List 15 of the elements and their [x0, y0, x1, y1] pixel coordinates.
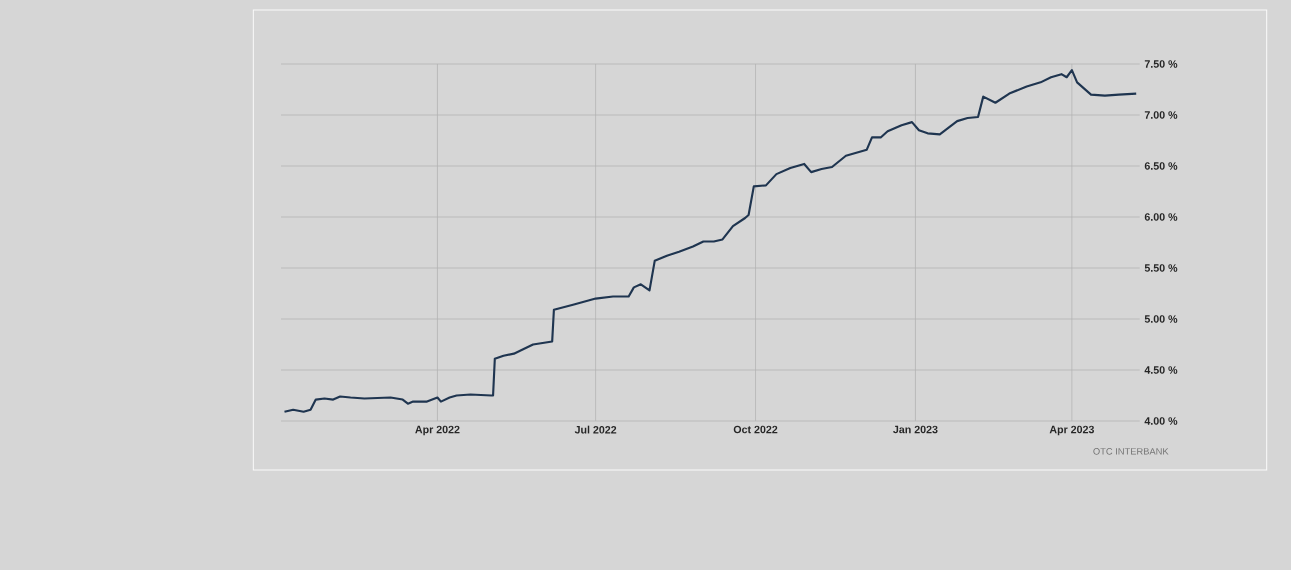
y-tick-label: 7.00 %: [1144, 111, 1178, 119]
x-tick-label: Jan 2023: [893, 425, 938, 434]
y-tick-label: 4.50 %: [1144, 366, 1178, 374]
y-tick-label: 6.00 %: [1144, 213, 1178, 221]
y-tick-label: 7.50 %: [1144, 60, 1178, 68]
line-series: [283, 69, 1138, 413]
x-tick-label: Apr 2022: [415, 425, 460, 436]
y-tick-label: 5.50 %: [1144, 264, 1178, 272]
y-tick-label: 5.00 %: [1144, 315, 1178, 323]
text: OTC INTERBANK: [1093, 448, 1169, 455]
x-tick-label: Apr 2023: [1049, 425, 1095, 436]
x-tick-label: Jul 2022: [574, 425, 617, 434]
y-tick-label: 4.00 %: [1144, 417, 1178, 425]
x-tick-label: Oct 2022: [733, 425, 778, 434]
y-tick-label: 6.50 %: [1144, 162, 1178, 170]
